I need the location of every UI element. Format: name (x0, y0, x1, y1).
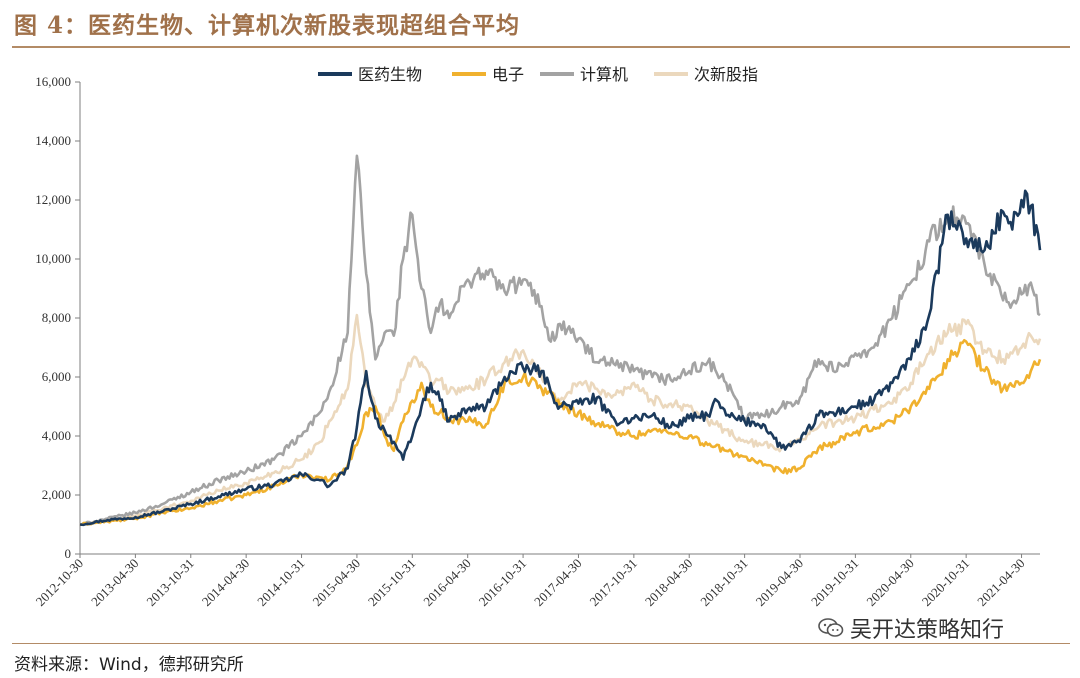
y-tick-label: 16,000 (35, 74, 71, 89)
series-line-3 (79, 154, 1041, 526)
y-tick-label: 0 (65, 546, 72, 561)
y-tick-label: 8,000 (42, 310, 71, 325)
x-tick-label: 2012-10-30 (33, 556, 87, 610)
title-divider (12, 46, 1070, 48)
x-tick-label: 2020-04-30 (863, 556, 917, 610)
x-tick-label: 2018-04-30 (642, 556, 696, 610)
x-tick-label: 2016-04-30 (420, 556, 474, 610)
y-tick-label: 12,000 (35, 192, 71, 207)
series-line-4 (79, 313, 1042, 526)
x-tick-label: 2017-04-30 (531, 556, 585, 610)
series-line-1 (79, 189, 1042, 527)
x-tick-label: 2021-04-30 (974, 556, 1028, 610)
source-divider (12, 643, 1070, 644)
legend: 医药生物 电子 计算机 次新股指 (318, 65, 758, 84)
source-note: 资料来源：Wind，德邦研究所 (14, 655, 244, 675)
y-tick-label: 4,000 (42, 428, 71, 443)
wechat-icon (818, 618, 844, 637)
legend-label-1: 医药生物 (358, 65, 422, 84)
x-tick-label: 2019-04-30 (753, 556, 807, 610)
axes: 0 2,000 4,000 6,000 8,000 10,000 12,000 14,000 1… (33, 74, 1040, 609)
y-tick-label: 2,000 (42, 487, 71, 502)
figure-title: 图 4：医药生物、计算机次新股表现超组合平均 (14, 12, 521, 39)
series-line-2 (79, 338, 1042, 527)
x-tick-label: 2015-10-31 (365, 556, 419, 610)
y-tick-label: 6,000 (42, 369, 71, 384)
line-chart: 0 2,000 4,000 6,000 8,000 10,000 12,000 14,000 1… (33, 65, 1042, 609)
y-tick-label: 14,000 (35, 133, 71, 148)
x-tick-label: 2015-04-30 (310, 556, 364, 610)
watermark: 吴开达策略知行 (818, 612, 1004, 644)
x-tick-label: 2017-10-31 (586, 556, 640, 610)
x-tick-label: 2019-10-31 (808, 556, 862, 610)
x-tick-label: 2013-04-30 (88, 556, 142, 610)
x-tick-label: 2018-10-31 (697, 556, 751, 610)
legend-label-4: 次新股指 (694, 65, 758, 84)
x-tick-label: 2014-10-31 (254, 556, 308, 610)
y-tick-label: 10,000 (35, 251, 71, 266)
x-tick-label: 2014-04-30 (199, 556, 253, 610)
legend-label-2: 电子 (492, 65, 524, 84)
x-tick-label: 2016-10-31 (476, 556, 530, 610)
series-lines (79, 154, 1042, 527)
x-tick-label: 2020-10-31 (919, 556, 973, 610)
legend-label-3: 计算机 (580, 65, 628, 84)
x-tick-label: 2013-10-31 (143, 556, 197, 610)
watermark-text: 吴开达策略知行 (850, 618, 1005, 643)
